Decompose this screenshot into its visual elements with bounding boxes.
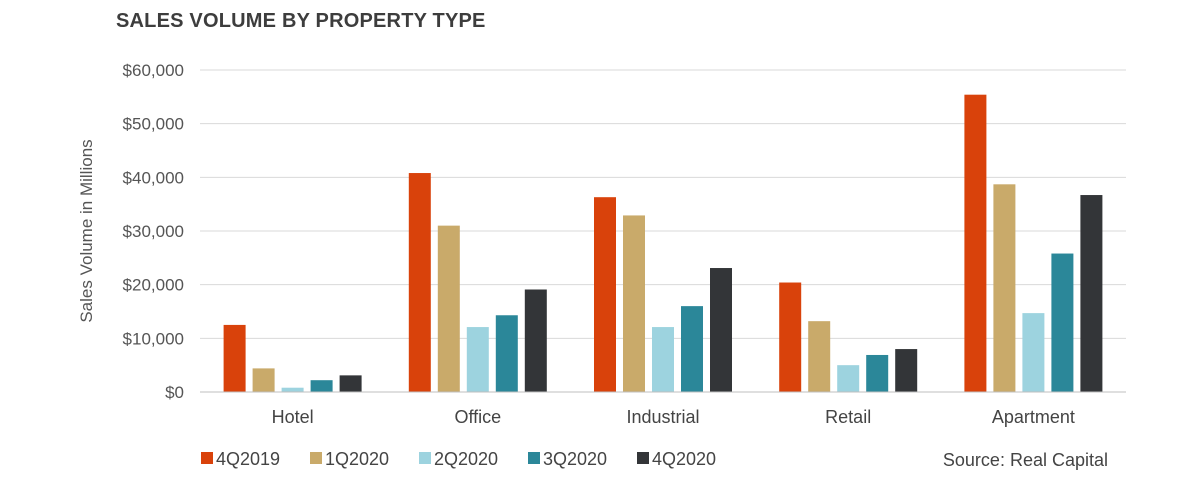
y-tick-label: $40,000 [123, 168, 184, 187]
bar-industrial-3q2020 [681, 306, 703, 392]
legend-swatch [528, 452, 540, 464]
y-tick-label: $30,000 [123, 222, 184, 241]
legend: 4Q2019 1Q2020 2Q2020 3Q2020 4Q2020 [201, 449, 716, 469]
bar-retail-2q2020 [837, 365, 860, 392]
legend-swatch [201, 452, 213, 464]
legend-label: 4Q2020 [652, 449, 716, 469]
bars-layer [223, 94, 1103, 392]
bar-apartment-1q2020 [993, 184, 1016, 392]
legend-swatch [637, 452, 649, 464]
y-tick-label: $10,000 [123, 329, 184, 348]
legend-item: 1Q2020 [310, 449, 389, 469]
bar-hotel-4q2020 [339, 375, 362, 392]
legend-item: 3Q2020 [528, 449, 607, 469]
bar-industrial-4q2019 [594, 197, 616, 392]
axis-layer: $0 $10,000 $20,000 $30,000 $40,000 $50,000 $60… [123, 61, 1126, 427]
legend-swatch [419, 452, 431, 464]
y-tick-label: $0 [165, 383, 184, 402]
legend-item: 2Q2020 [419, 449, 498, 469]
y-tick-label: $20,000 [123, 276, 184, 295]
bar-hotel-4q2019 [223, 324, 246, 392]
x-tick-label: Office [454, 407, 501, 427]
legend-item: 4Q2020 [637, 449, 716, 469]
bar-industrial-2q2020 [652, 327, 674, 392]
x-tick-label: Industrial [626, 407, 699, 427]
bar-hotel-2q2020 [281, 387, 304, 392]
bar-office-4q2020 [524, 289, 547, 392]
bar-office-1q2020 [437, 225, 460, 392]
x-tick-label: Retail [825, 407, 871, 427]
source-label: Source: Real Capital [943, 450, 1108, 470]
bar-industrial-1q2020 [623, 215, 645, 392]
bar-apartment-3q2020 [1051, 253, 1074, 392]
bar-hotel-1q2020 [252, 368, 275, 392]
bar-retail-3q2020 [866, 354, 889, 392]
bar-industrial-4q2020 [710, 268, 732, 392]
x-tick-label: Hotel [272, 407, 314, 427]
x-tick-label: Apartment [992, 407, 1075, 427]
bar-retail-1q2020 [808, 321, 831, 392]
bar-apartment-4q2020 [1080, 195, 1103, 392]
legend-label: 4Q2019 [216, 449, 280, 469]
bar-apartment-2q2020 [1022, 313, 1045, 392]
legend-swatch [310, 452, 322, 464]
bar-apartment-4q2019 [964, 94, 987, 392]
legend-item: 4Q2019 [201, 449, 280, 469]
grid-layer [200, 69, 1126, 339]
bar-office-3q2020 [495, 315, 518, 392]
chart-title: SALES VOLUME BY PROPERTY TYPE [116, 10, 486, 32]
bar-retail-4q2019 [779, 282, 802, 392]
bar-office-4q2019 [408, 173, 431, 392]
bar-office-2q2020 [466, 327, 489, 392]
legend-label: 1Q2020 [325, 449, 389, 469]
y-tick-label: $50,000 [123, 115, 184, 134]
legend-label: 2Q2020 [434, 449, 498, 469]
bar-retail-4q2020 [895, 349, 918, 392]
y-axis-title: Sales Volume in Millions [77, 139, 96, 322]
bar-hotel-3q2020 [310, 380, 333, 392]
legend-label: 3Q2020 [543, 449, 607, 469]
y-tick-label: $60,000 [123, 61, 184, 80]
